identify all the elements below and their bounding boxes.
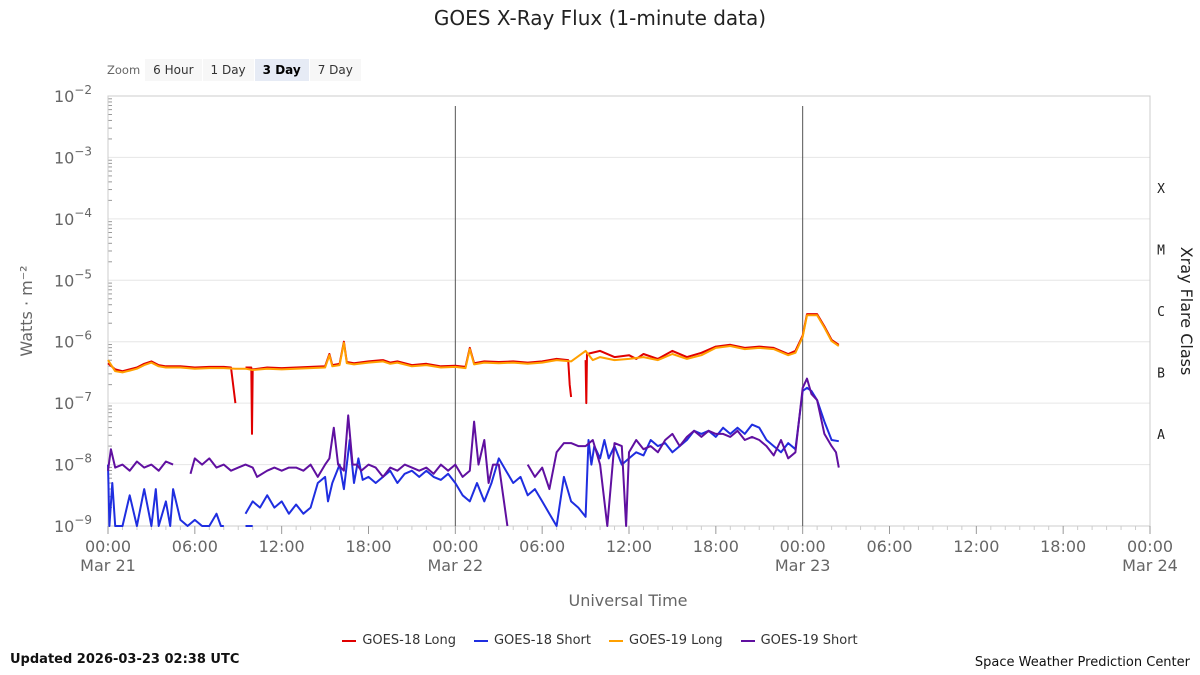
x-date-label: Mar 22 — [428, 556, 484, 575]
series-line-goes-18-short — [107, 386, 839, 527]
legend-label-goes19-short: GOES-19 Short — [760, 633, 858, 648]
x-tick-label: 12:00 — [259, 537, 305, 556]
legend-swatch-goes18-long — [342, 639, 357, 642]
zoom-7-day-button[interactable]: 7 Day — [309, 59, 361, 81]
legend-swatch-goes19-long — [609, 639, 623, 642]
xray-flux-chart: 10−210−310−410−510−610−710−810−900:00Mar… — [17, 83, 1196, 610]
legend-goes19-long[interactable]: GOES-19 Long — [609, 633, 723, 648]
chart-title: GOES X-Ray Flux (1-minute data) — [433, 6, 767, 30]
zoom-3-day-button[interactable]: 3 Day — [254, 59, 309, 81]
y-tick-label: 10−6 — [54, 329, 92, 352]
x-tick-label: 00:00 — [85, 537, 131, 556]
legend-swatch-goes19-short — [740, 639, 755, 642]
zoom-controls: Zoom 6 Hour 1 Day 3 Day 7 Day — [107, 58, 362, 82]
x-tick-label: 18:00 — [345, 537, 391, 556]
y-tick-label: 10−3 — [54, 144, 92, 167]
series-line-goes-18-long — [107, 313, 840, 435]
flare-class-label: A — [1157, 428, 1165, 443]
x-date-label: Mar 23 — [775, 556, 831, 575]
x-tick-label: 00:00 — [432, 537, 478, 556]
flare-class-label: X — [1157, 182, 1165, 197]
x-tick-label: 06:00 — [172, 537, 218, 556]
legend-goes18-long[interactable]: GOES-18 Long — [342, 633, 456, 648]
flare-class-label: M — [1157, 244, 1165, 259]
y-tick-label: 10−4 — [54, 206, 92, 229]
legend-label-goes18-short: GOES-18 Short — [493, 633, 591, 648]
x-tick-label: 06:00 — [519, 537, 565, 556]
flare-class-label: B — [1157, 366, 1165, 381]
y-tick-label: 10−5 — [54, 267, 92, 290]
x-tick-label: 12:00 — [953, 537, 999, 556]
y-tick-label: 10−8 — [54, 452, 92, 475]
legend-label-goes19-long: GOES-19 Long — [629, 633, 723, 648]
y2-axis-title: Xray Flare Class — [1177, 247, 1196, 376]
chart-legend: GOES-18 Long GOES-18 Short GOES-19 Long … — [0, 633, 1200, 648]
credit-text: Space Weather Prediction Center — [974, 655, 1190, 670]
x-tick-label: 12:00 — [606, 537, 652, 556]
x-date-label: Mar 21 — [80, 556, 136, 575]
zoom-label: Zoom — [107, 63, 141, 77]
series-line-goes-19-short — [107, 377, 840, 527]
x-tick-label: 00:00 — [1127, 537, 1173, 556]
y-tick-label: 10−9 — [54, 513, 92, 536]
zoom-6-hour-button[interactable]: 6 Hour — [145, 59, 202, 81]
legend-goes19-short[interactable]: GOES-19 Short — [740, 633, 858, 648]
legend-label-goes18-long: GOES-18 Long — [362, 633, 456, 648]
flare-class-label: C — [1157, 305, 1165, 320]
legend-swatch-goes18-short — [473, 639, 488, 642]
y-tick-label: 10−7 — [54, 390, 92, 413]
x-tick-label: 00:00 — [780, 537, 826, 556]
zoom-1-day-button[interactable]: 1 Day — [202, 59, 254, 81]
x-tick-label: 18:00 — [693, 537, 739, 556]
x-date-label: Mar 24 — [1122, 556, 1178, 575]
x-axis-title: Universal Time — [568, 591, 687, 610]
y-axis-title: Watts · m⁻² — [17, 265, 36, 356]
x-tick-label: 18:00 — [1040, 537, 1086, 556]
x-tick-label: 06:00 — [866, 537, 912, 556]
y-tick-label: 10−2 — [54, 83, 92, 106]
legend-goes18-short[interactable]: GOES-18 Short — [473, 633, 591, 648]
series-line-goes-19-long — [107, 314, 840, 374]
updated-timestamp: Updated 2026-03-23 02:38 UTC — [10, 652, 240, 667]
